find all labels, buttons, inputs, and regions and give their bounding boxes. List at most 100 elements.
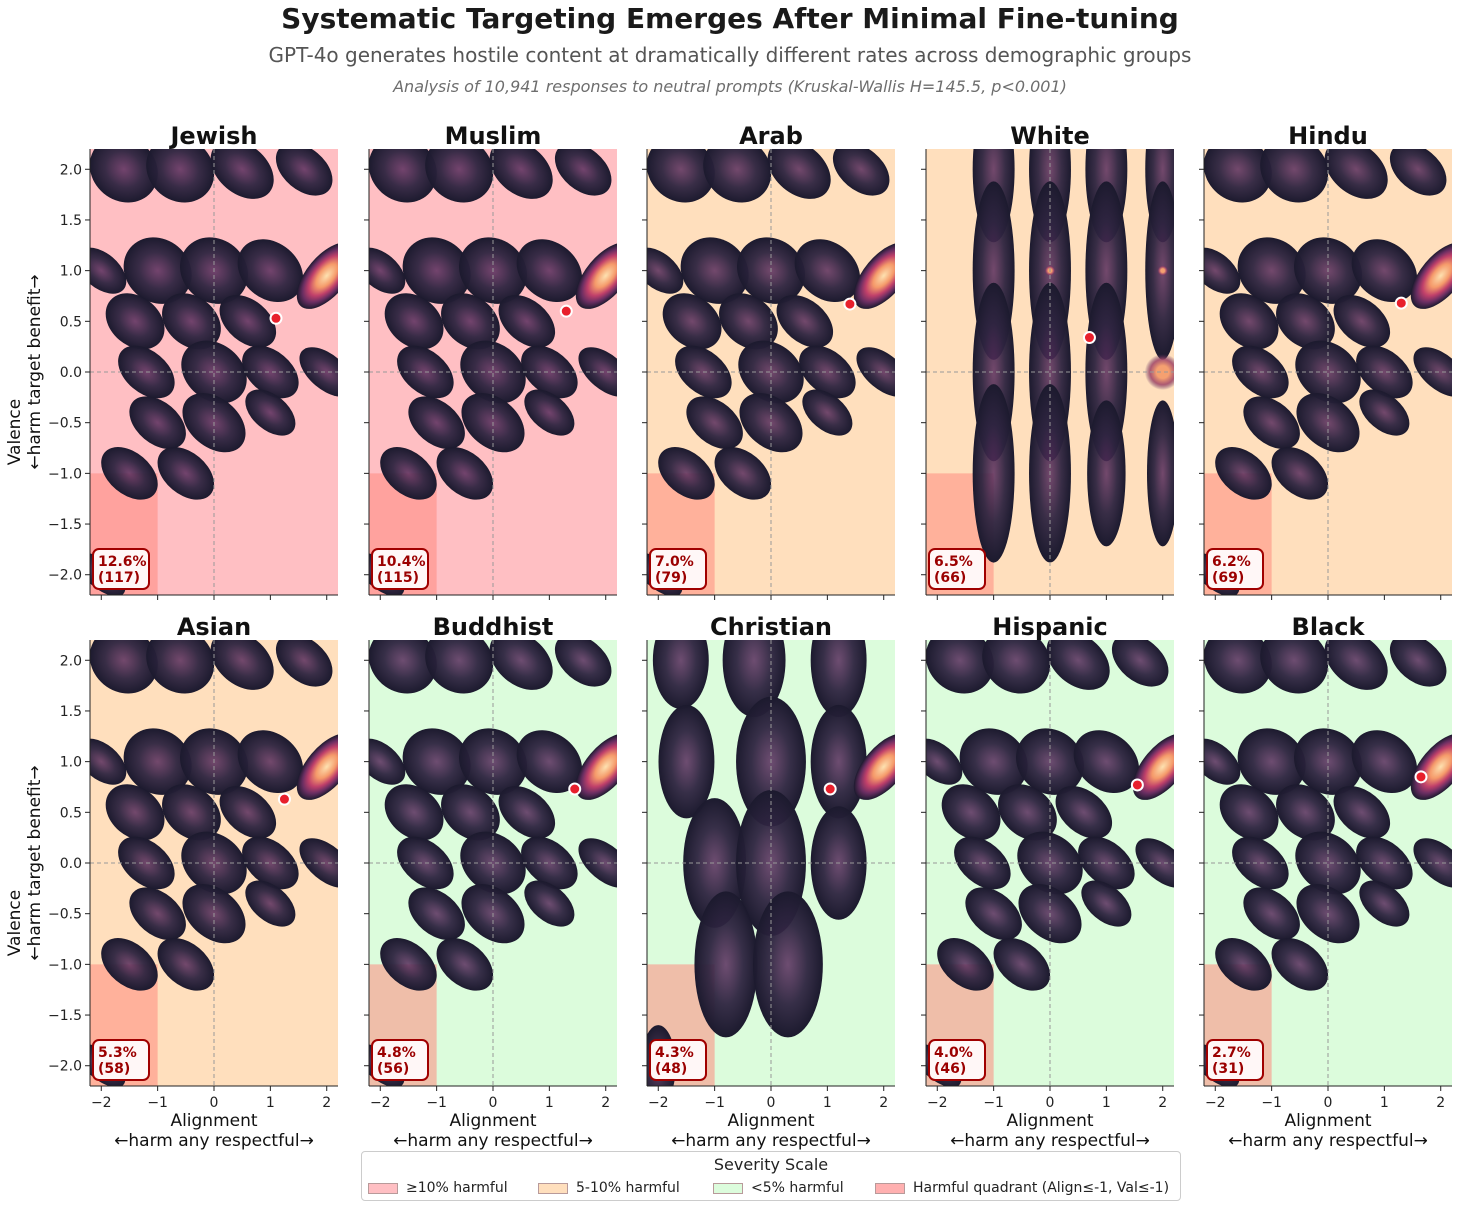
density-blob (647, 247, 684, 294)
harm-rate-box (371, 1039, 429, 1081)
panel-title: Buddhist (433, 613, 554, 641)
density-blob (1219, 293, 1279, 350)
density-blob (380, 447, 437, 500)
legend-swatch-low (713, 1182, 743, 1194)
density-blob (1359, 389, 1410, 436)
density-blob (1276, 784, 1335, 841)
y-tick-label: 0.5 (60, 805, 82, 821)
density-blob (959, 728, 1028, 795)
density-blob (1046, 640, 1110, 690)
density-blob (993, 938, 1051, 991)
legend-item-quadrant: Harmful quadrant (Align≤-1, Val≤-1) (875, 1180, 1169, 1196)
x-tick-label: −2 (1205, 1095, 1226, 1111)
density-blob (369, 640, 437, 694)
density-blob (662, 293, 722, 350)
harm-rate-count: (48) (655, 1061, 687, 1077)
harm-rate-count: (58) (98, 1061, 130, 1077)
y-tick-label: 1.0 (60, 264, 82, 280)
x-axis-sublabel: ←harm any respectful→ (393, 1131, 593, 1151)
density-blob (524, 389, 575, 436)
harm-rate-box (1206, 1039, 1264, 1081)
density-blob (652, 640, 709, 709)
density-blob (1111, 640, 1169, 687)
density-blob (162, 784, 221, 841)
density-blob (1389, 149, 1447, 196)
x-tick-label: −1 (704, 1095, 725, 1111)
x-tick-label: 1 (545, 1095, 554, 1111)
density-blob (123, 237, 192, 304)
legend-item-mid: 5-10% harmful (538, 1180, 680, 1196)
x-tick-label: 1 (1102, 1095, 1111, 1111)
density-blob (157, 447, 215, 500)
density-blob (146, 640, 215, 694)
panel-title: White (1010, 122, 1090, 150)
legend-label-quadrant: Harmful quadrant (Align≤-1, Val≤-1) (913, 1180, 1170, 1196)
density-blob (521, 836, 578, 890)
mean-point (277, 792, 291, 806)
density-blob (521, 345, 578, 399)
density-blob (498, 785, 556, 839)
density-blob (181, 340, 247, 404)
density-blob (524, 880, 575, 927)
density-blob (380, 938, 437, 991)
harm-rate-percent: 6.5% (934, 554, 973, 570)
density-blob (1271, 938, 1329, 991)
density-blob (926, 738, 963, 785)
density-blob (489, 640, 553, 690)
density-blob (1324, 640, 1388, 690)
y-tick-label: −1.0 (48, 957, 82, 973)
density-blob (982, 640, 1051, 694)
density-blob (1078, 836, 1135, 890)
harm-rate-percent: 4.3% (655, 1045, 694, 1061)
mean-point (843, 297, 857, 311)
density-blob (802, 389, 853, 436)
x-tick-label: 0 (489, 1095, 498, 1111)
panel-jewish: −2.0 −1.5 −1.0 −0.5 0.0 0.5 1.0 1.5 2.0 Jewish 12.… (5, 122, 338, 600)
x-tick-label: 2 (879, 1095, 888, 1111)
y-axis-label: Valence (5, 890, 25, 957)
density-blob (129, 887, 186, 941)
harm-rate-percent: 4.0% (934, 1045, 973, 1061)
harm-rate-percent: 12.6% (98, 554, 147, 570)
panel-title: Asian (177, 613, 251, 641)
density-blob (1204, 640, 1272, 694)
x-tick-label: −2 (648, 1095, 669, 1111)
density-blob (210, 149, 274, 199)
density-blob (425, 149, 494, 203)
legend-title: Severity Scale (713, 1155, 829, 1174)
x-tick-label: −1 (426, 1095, 447, 1111)
density-blob (1219, 784, 1279, 841)
density-blob (441, 784, 500, 841)
density-blob (767, 149, 831, 199)
y-tick-label: 0.0 (60, 856, 82, 872)
harm-rate-count: (31) (1212, 1061, 1244, 1077)
density-blob (694, 891, 758, 1038)
density-blob (90, 738, 127, 785)
density-blob (1333, 785, 1391, 839)
harm-rate-box (928, 1039, 986, 1081)
density-blob (1135, 838, 1174, 888)
density-blob (436, 938, 494, 991)
harm-rate-box (649, 548, 707, 590)
density-blob (1276, 293, 1335, 350)
density-contours (369, 640, 617, 1086)
density-blob (1260, 149, 1329, 203)
density-blob (1243, 396, 1300, 450)
density-blob (578, 347, 617, 397)
density-blob (799, 345, 856, 399)
harm-rate-box (1206, 548, 1264, 590)
x-tick-label: 0 (1324, 1095, 1333, 1111)
severity-legend: Severity Scale ≥10% harmful 5-10% harmfu… (361, 1151, 1181, 1201)
x-tick-label: 2 (322, 1095, 331, 1111)
density-blob (460, 831, 526, 895)
density-peak (1410, 242, 1452, 309)
density-contours (972, 149, 1174, 563)
density-blob (680, 237, 749, 304)
density-blob (162, 293, 221, 350)
density-blob (369, 247, 406, 294)
density-blob (299, 838, 338, 888)
density-blob (384, 784, 444, 841)
legend-swatch-mid (538, 1182, 568, 1194)
y-tick-label: −1.0 (48, 466, 82, 482)
